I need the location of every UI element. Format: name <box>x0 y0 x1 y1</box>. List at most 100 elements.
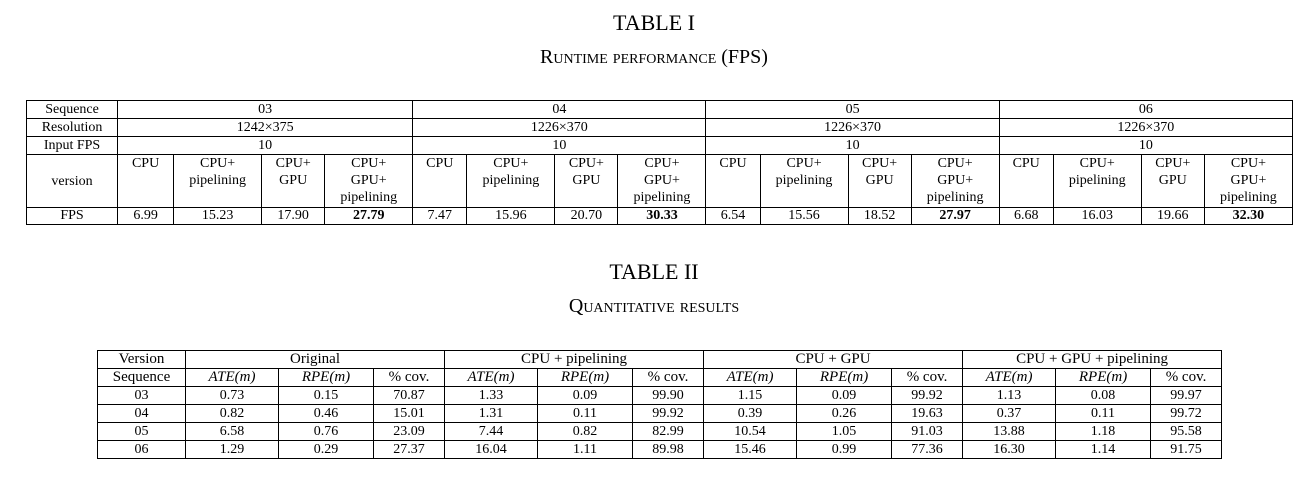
sequence-cell: 03 <box>97 386 186 405</box>
fps-cell-best: 32.30 <box>1203 207 1294 225</box>
fps-cell: 15.56 <box>759 207 849 225</box>
resolution-row: Resolution 1242×375 1226×370 1226×370 12… <box>25 118 1294 137</box>
value-cell: 1.15 <box>703 386 798 405</box>
metric-header: % cov. <box>1150 368 1223 387</box>
version-header-row: Version Original CPU + pipelining CPU + … <box>97 350 1223 369</box>
fps-cell-best: 27.97 <box>910 207 1000 225</box>
group-header: CPU + pipelining <box>444 350 705 369</box>
version-cell: CPU+ GPU <box>847 154 912 208</box>
version-cell: CPU+ pipelining <box>759 154 849 208</box>
table-row: 03 0.73 0.15 70.87 1.33 0.09 99.90 1.15 0.09 99.9… <box>97 386 1223 405</box>
value-cell: 23.09 <box>372 422 446 441</box>
value-cell: 16.04 <box>444 440 539 459</box>
value-cell: 0.76 <box>278 422 374 441</box>
value-cell: 0.37 <box>962 404 1057 423</box>
fps-cell-best: 27.79 <box>324 207 414 225</box>
value-cell: 6.58 <box>185 422 279 441</box>
row-label: Input FPS <box>25 136 119 155</box>
value-cell: 1.13 <box>962 386 1057 405</box>
resolution-cell: 1226×370 <box>412 118 707 137</box>
value-cell: 0.08 <box>1055 386 1152 405</box>
version-cell: CPU+ GPU <box>1140 154 1205 208</box>
row-label: Sequence <box>25 100 119 119</box>
table1-title: Runtime performance (FPS) <box>540 46 768 68</box>
sequence-row: Sequence 03 04 05 06 <box>25 100 1294 119</box>
version-cell: CPU+ GPU+ pipelining <box>1203 154 1294 208</box>
fps-cell: 18.52 <box>847 207 912 225</box>
sequence-cell: 03 <box>117 100 414 119</box>
input-fps-cell: 10 <box>412 136 707 155</box>
value-cell: 99.92 <box>891 386 964 405</box>
value-cell: 91.75 <box>1150 440 1223 459</box>
version-cell: CPU+ GPU <box>554 154 619 208</box>
group-header: Original <box>184 350 446 369</box>
value-cell: 99.97 <box>1150 386 1223 405</box>
value-cell: 0.11 <box>1055 404 1152 423</box>
version-cell: CPU+ GPU+ pipelining <box>617 154 707 208</box>
value-cell: 1.05 <box>796 422 893 441</box>
metric-header: RPE(m) <box>1055 368 1152 387</box>
sequence-cell: 06 <box>97 440 186 459</box>
quantitative-results-table: Version Original CPU + pipelining CPU + … <box>97 350 1223 459</box>
value-cell: 0.82 <box>185 404 279 423</box>
value-cell: 19.63 <box>891 404 964 423</box>
metric-header: RPE(m) <box>537 368 634 387</box>
value-cell: 10.54 <box>703 422 798 441</box>
corner-label: Version <box>97 350 186 369</box>
corner-label: Sequence <box>97 368 186 387</box>
input-fps-row: Input FPS 10 10 10 10 <box>25 136 1294 155</box>
fps-cell: 7.47 <box>412 207 468 225</box>
value-cell: 91.03 <box>891 422 964 441</box>
version-cell: CPU <box>705 154 761 208</box>
runtime-performance-table: Sequence 03 04 05 06 Resolution 1242×375… <box>25 100 1294 225</box>
value-cell: 82.99 <box>632 422 705 441</box>
value-cell: 99.90 <box>632 386 705 405</box>
value-cell: 0.09 <box>537 386 634 405</box>
fps-cell: 16.03 <box>1052 207 1142 225</box>
metric-header: % cov. <box>891 368 964 387</box>
input-fps-cell: 10 <box>117 136 414 155</box>
version-row: version CPU CPU+ pipelining CPU+ GPU CPU+ G… <box>25 154 1294 208</box>
resolution-cell: 1226×370 <box>998 118 1294 137</box>
row-label: version <box>25 154 119 208</box>
fps-cell: 20.70 <box>554 207 619 225</box>
value-cell: 0.39 <box>703 404 798 423</box>
sequence-cell: 06 <box>998 100 1294 119</box>
value-cell: 0.99 <box>796 440 893 459</box>
input-fps-cell: 10 <box>998 136 1294 155</box>
row-label: Resolution <box>25 118 119 137</box>
metric-header: RPE(m) <box>278 368 374 387</box>
metric-header: ATE(m) <box>962 368 1057 387</box>
value-cell: 99.72 <box>1150 404 1223 423</box>
fps-row: FPS 6.99 15.23 17.90 27.79 7.47 15.96 20… <box>25 207 1294 225</box>
fps-cell: 15.96 <box>466 207 556 225</box>
value-cell: 77.36 <box>891 440 964 459</box>
version-cell: CPU <box>998 154 1054 208</box>
value-cell: 70.87 <box>372 386 446 405</box>
value-cell: 15.46 <box>703 440 798 459</box>
value-cell: 7.44 <box>444 422 539 441</box>
value-cell: 0.09 <box>796 386 893 405</box>
table2-title: Quantitative results <box>568 295 740 317</box>
value-cell: 1.33 <box>444 386 539 405</box>
version-cell: CPU+ GPU+ pipelining <box>324 154 414 208</box>
value-cell: 99.92 <box>632 404 705 423</box>
sequence-cell: 04 <box>412 100 707 119</box>
fps-cell: 6.68 <box>998 207 1054 225</box>
version-cell: CPU+ GPU+ pipelining <box>910 154 1000 208</box>
fps-cell: 17.90 <box>261 207 326 225</box>
version-cell: CPU+ pipelining <box>173 154 263 208</box>
value-cell: 0.11 <box>537 404 634 423</box>
table1-number: TABLE I <box>613 10 695 35</box>
value-cell: 0.73 <box>185 386 279 405</box>
row-label: FPS <box>25 207 119 225</box>
value-cell: 1.31 <box>444 404 539 423</box>
metric-header: ATE(m) <box>703 368 798 387</box>
table2-number: TABLE II <box>609 259 699 284</box>
value-cell: 0.46 <box>278 404 374 423</box>
metric-header: ATE(m) <box>185 368 279 387</box>
version-cell: CPU+ pipelining <box>466 154 556 208</box>
version-cell: CPU <box>412 154 468 208</box>
metric-header-row: Sequence ATE(m) RPE(m) % cov. ATE(m) RPE… <box>97 368 1223 387</box>
fps-cell-best: 30.33 <box>617 207 707 225</box>
